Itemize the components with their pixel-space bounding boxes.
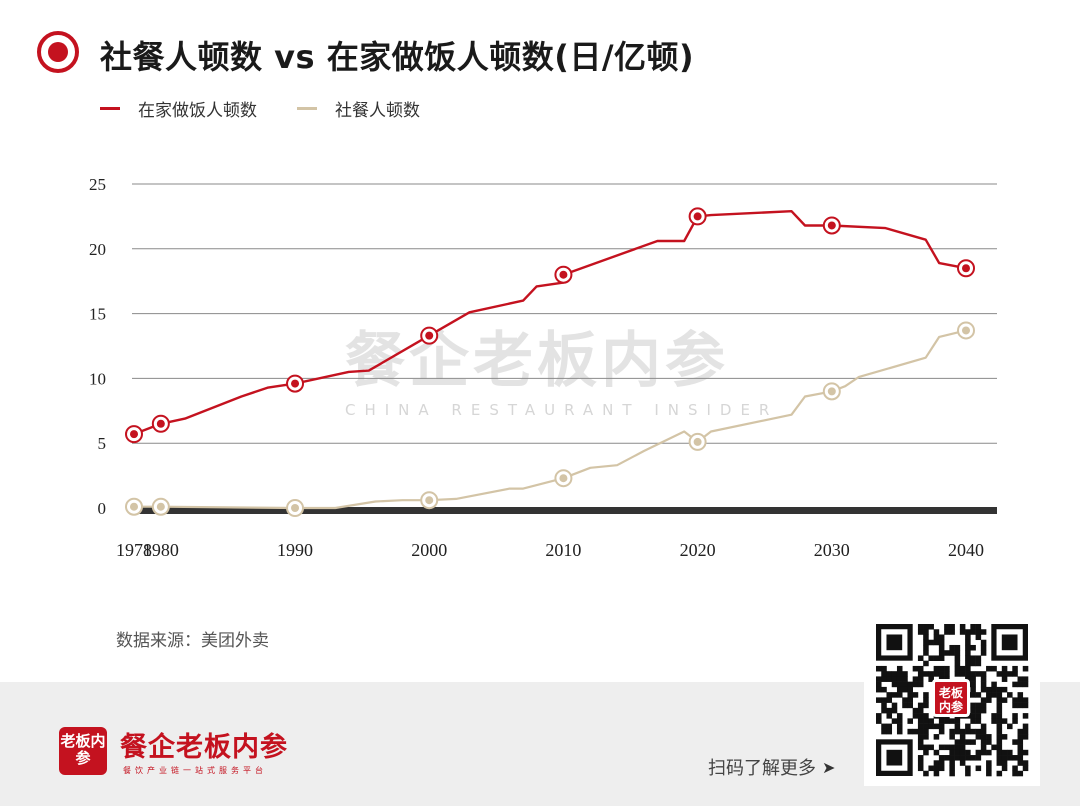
x-tick-label: 2000 — [411, 540, 447, 560]
data-point — [559, 474, 568, 483]
x-tick-label: 2020 — [680, 540, 716, 560]
x-tick-label: 2030 — [814, 540, 850, 560]
legend-item-home: 在家做饭人顿数 — [100, 96, 257, 121]
y-tick-label: 10 — [89, 369, 106, 388]
brand-name: 餐企老板内参 — [120, 732, 288, 763]
x-axis-baseline — [132, 507, 997, 514]
data-point — [130, 430, 138, 439]
data-point — [693, 437, 702, 446]
title-bullet-icon — [37, 31, 79, 73]
chart-title: 社餐人顿数 vs 在家做饭人顿数(日/亿顿) — [100, 38, 695, 76]
data-point — [130, 502, 138, 511]
legend-swatch-home — [100, 107, 120, 110]
scan-hint[interactable]: 扫码了解更多 ➤ — [708, 754, 835, 780]
y-tick-label: 5 — [98, 434, 107, 453]
series-line — [133, 209, 967, 436]
data-point — [962, 326, 970, 335]
y-tick-label: 15 — [89, 305, 106, 324]
data-source: 数据来源：美团外卖 — [116, 631, 269, 651]
qr-code[interactable]: 老板内参 — [864, 612, 1040, 786]
data-point — [291, 504, 300, 512]
arrow-right-icon: ➤ — [822, 757, 836, 777]
scan-caption: 扫码了解更多 — [708, 758, 816, 779]
data-point — [425, 496, 434, 505]
legend-label-social: 社餐人顿数 — [335, 101, 420, 121]
y-tick-label: 20 — [89, 240, 106, 259]
data-point — [156, 502, 165, 511]
legend-label-home: 在家做饭人顿数 — [138, 101, 257, 121]
x-tick-label: 1990 — [277, 540, 313, 560]
x-tick-label: 2040 — [948, 540, 984, 560]
x-tick-label: 1980 — [143, 540, 179, 560]
legend-swatch-social — [297, 107, 317, 110]
data-point — [827, 221, 836, 230]
x-tick-label: 1978 — [116, 540, 152, 560]
brand-logo: 老板内参 — [59, 727, 107, 775]
data-point — [693, 212, 702, 221]
series-line — [134, 329, 967, 510]
data-point — [559, 270, 568, 279]
legend: 在家做饭人顿数 社餐人顿数 — [100, 96, 460, 121]
data-point — [291, 379, 300, 388]
y-tick-label: 0 — [98, 499, 107, 518]
brand-tagline: 餐饮产业链一站式服务平台 — [123, 766, 267, 775]
data-point — [962, 264, 970, 273]
data-point — [827, 387, 836, 396]
data-point — [156, 419, 165, 428]
x-tick-label: 2010 — [545, 540, 581, 560]
qr-logo: 老板内参 — [932, 679, 970, 717]
legend-item-social: 社餐人顿数 — [297, 96, 420, 121]
data-point — [425, 331, 434, 340]
y-tick-label: 25 — [89, 175, 106, 194]
